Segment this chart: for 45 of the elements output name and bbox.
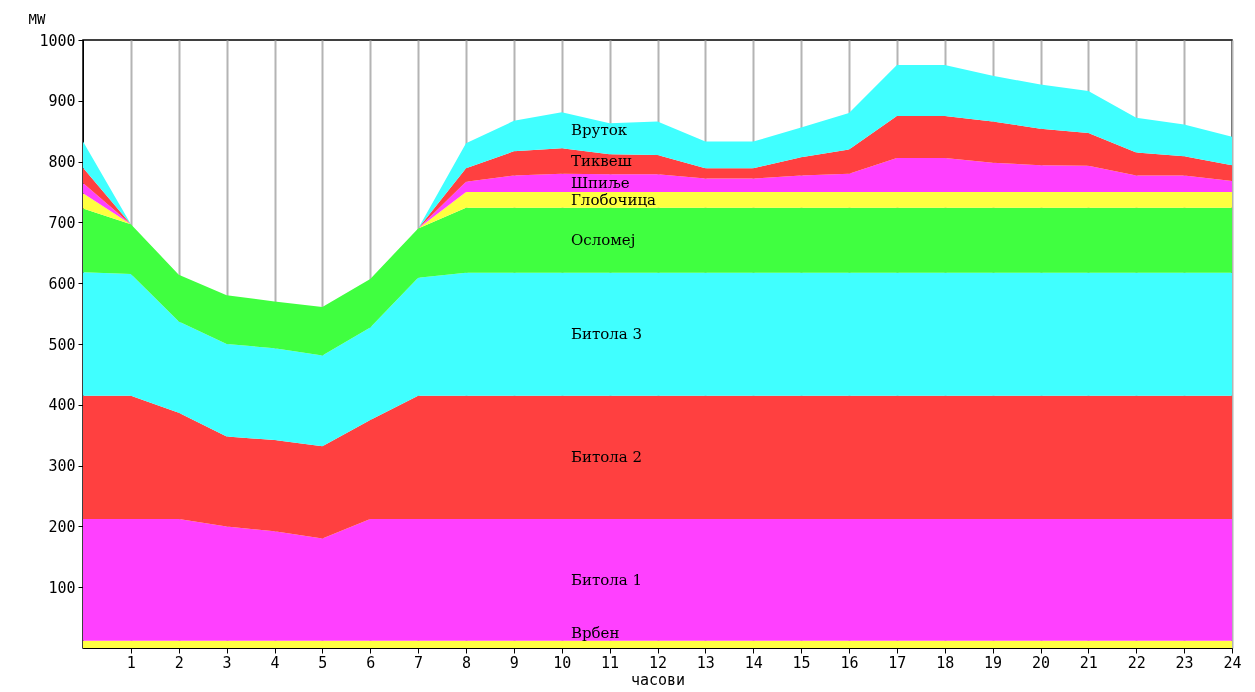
series-label: Битола 2: [570, 448, 643, 467]
y-tick-label: 1000: [39, 31, 76, 50]
y-tick-label: 100: [48, 578, 76, 597]
x-tick-label: 18: [936, 653, 955, 672]
x-tick-label: 23: [1175, 653, 1194, 672]
x-tick-label: 11: [601, 653, 620, 672]
x-tick-label: 10: [553, 653, 572, 672]
x-tick-label: 19: [984, 653, 1003, 672]
x-tick-label: 3: [222, 653, 232, 672]
x-tick-label: 1: [126, 653, 136, 672]
series-label: Осломеј: [570, 231, 636, 250]
y-tick-label: 800: [48, 153, 76, 172]
x-tick-label: 16: [840, 653, 859, 672]
x-tick-label: 8: [461, 653, 472, 672]
x-tick-label: 13: [696, 653, 715, 672]
x-tick-label: 21: [1079, 653, 1098, 672]
x-tick-label: 7: [414, 653, 424, 672]
x-tick-label: 20: [1031, 653, 1051, 672]
x-tick-label: 24: [1223, 653, 1242, 672]
y-tick-label: 600: [48, 274, 76, 293]
series-label: Тиквеш: [570, 151, 632, 170]
y-tick-label: 400: [48, 396, 76, 415]
y-axis-title: MW: [28, 10, 46, 27]
x-axis-title: часови: [630, 670, 686, 689]
x-tick-label: 4: [270, 653, 280, 672]
series-label: Врбен: [570, 623, 620, 642]
x-tick-label: 17: [888, 653, 907, 672]
x-tick-label: 2: [174, 653, 184, 672]
x-tick-label: 5: [318, 653, 328, 672]
series-label: Битола 1: [570, 570, 643, 589]
series-label: Шпиље: [570, 173, 630, 192]
x-tick-label: 6: [366, 653, 376, 672]
x-tick-label: 9: [509, 653, 519, 672]
y-tick-label: 200: [48, 517, 76, 536]
y-tick-label: 300: [48, 457, 76, 476]
x-tick-label: 12: [648, 653, 668, 672]
x-tick-label: 15: [792, 653, 811, 672]
x-tick-label: 22: [1127, 653, 1146, 672]
series-label: Глобочица: [570, 190, 657, 209]
series-label: Вруток: [570, 121, 628, 140]
series-label: Битола 3: [570, 325, 643, 344]
y-tick-label: 700: [48, 213, 76, 232]
y-tick-label: 500: [48, 335, 76, 354]
x-tick-label: 14: [744, 653, 763, 672]
y-tick-label: 900: [48, 92, 76, 111]
